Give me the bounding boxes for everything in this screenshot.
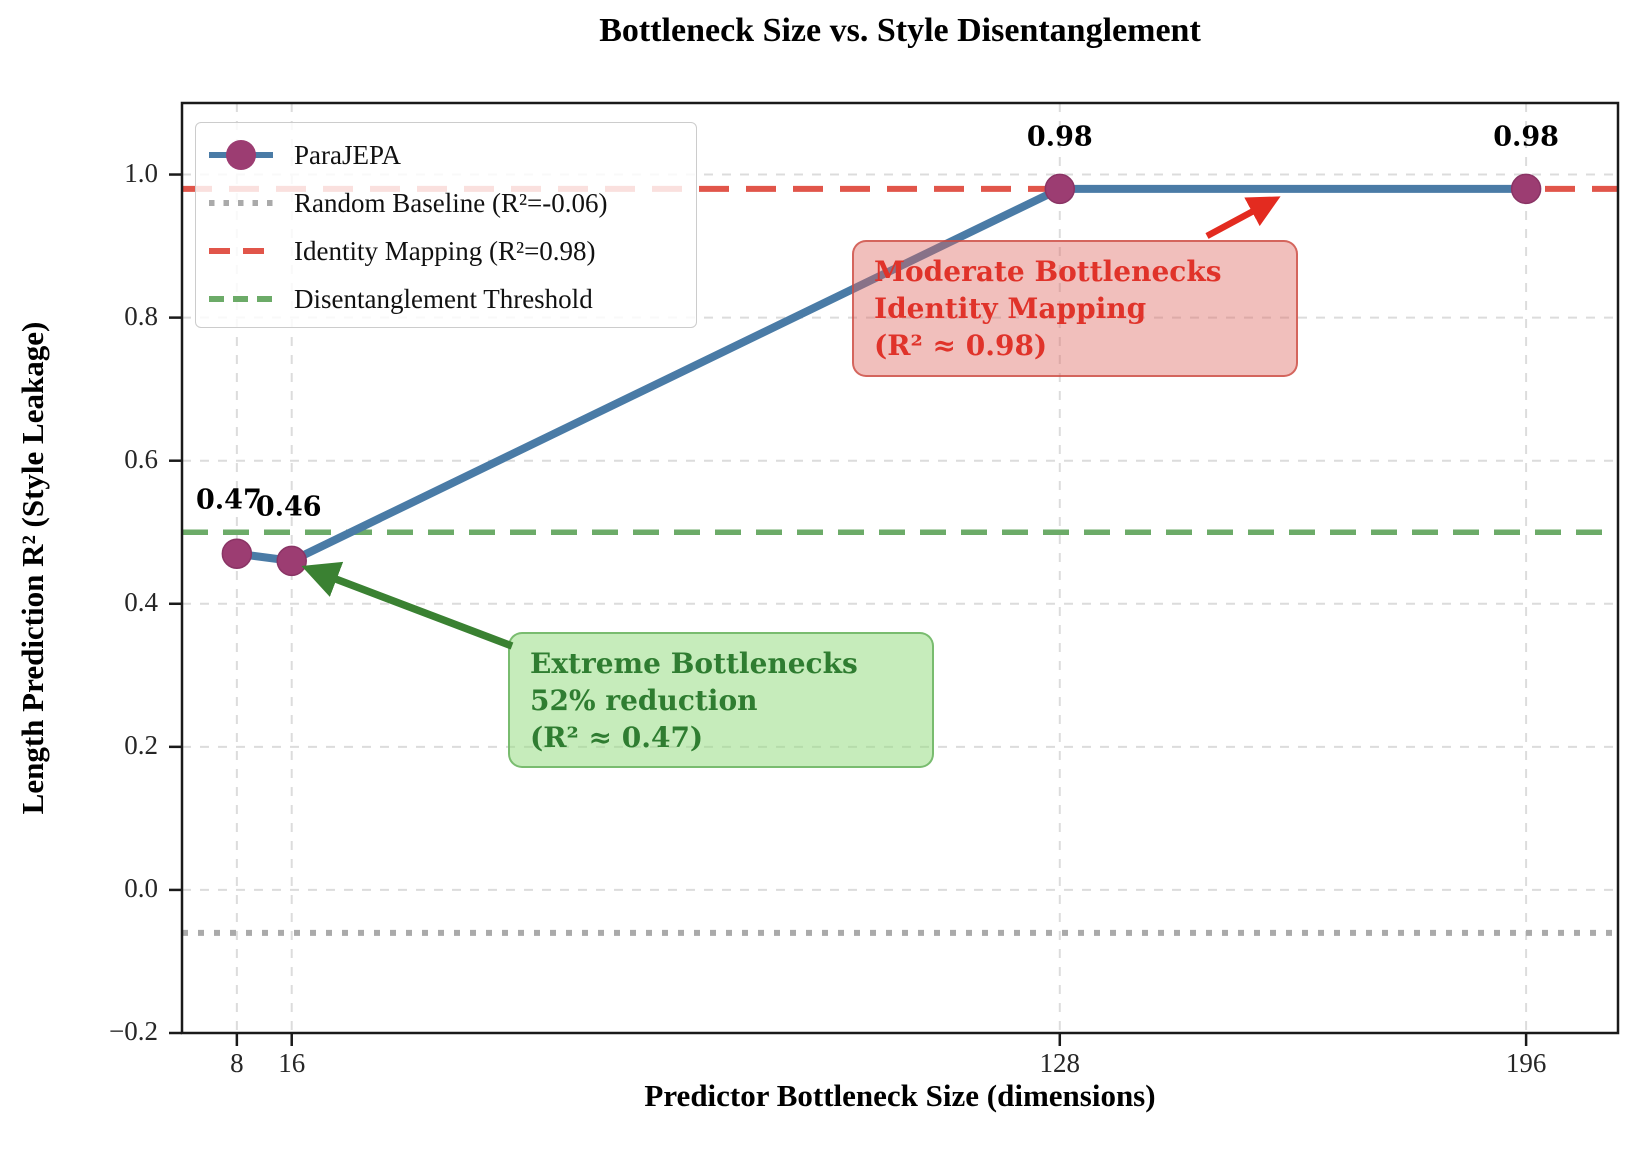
axes-spines	[180, 101, 1620, 1035]
legend-entry-threshold: Disentanglement Threshold	[206, 275, 696, 323]
legend-label: Identity Mapping (R²=0.98)	[294, 235, 596, 266]
legend-entry-parajepa: ParaJEPA	[206, 131, 696, 179]
annotation-line: Moderate Bottlenecks	[874, 255, 1222, 288]
y-tick-label: 0.0	[124, 872, 158, 903]
series-line-parajepa	[232, 184, 1531, 565]
y-tick-label: 0.4	[124, 586, 158, 617]
y-tick-label: 0.8	[124, 300, 158, 331]
annotation-moderate-bottlenecks: Moderate Bottlenecks Identity Mapping (R…	[852, 240, 1298, 377]
legend-handle-dashed-green-icon	[209, 296, 273, 302]
annotation-line: (R² ≈ 0.98)	[874, 328, 1048, 362]
data-point-marker	[1510, 173, 1542, 205]
legend-entry-identity-mapping: Identity Mapping (R²=0.98)	[206, 227, 696, 275]
data-point-label: 0.98	[1026, 121, 1093, 153]
data-point-label: 0.47	[195, 484, 262, 516]
data-point-label: 0.98	[1493, 121, 1559, 153]
data-point-marker	[221, 538, 253, 569]
annotation-line: 52% reduction	[530, 683, 758, 717]
legend-handle-dashed-red-icon	[209, 248, 273, 254]
x-tick-label: 128	[1039, 1048, 1081, 1078]
x-tick-label: 196	[1505, 1048, 1547, 1078]
legend-label: Random Baseline (R²=-0.06)	[294, 187, 608, 218]
data-point-label: 0.46	[255, 491, 322, 523]
annotation-line: Identity Mapping	[874, 291, 1147, 325]
legend-label: Disentanglement Threshold	[294, 283, 593, 314]
annotation-line: (R² ≈ 0.47)	[530, 720, 704, 754]
annotation-extreme-bottlenecks: Extreme Bottlenecks 52% reduction (R² ≈ …	[508, 632, 934, 768]
legend-handle-dotted-icon	[209, 200, 273, 206]
y-tick-label: 0.6	[124, 443, 158, 474]
chart-title: Bottleneck Size vs. Style Disentanglemen…	[599, 12, 1201, 49]
annotation-line: Extreme Bottlenecks	[530, 647, 858, 680]
legend: ParaJEPA Random Baseline (R²=-0.06) Iden…	[195, 122, 697, 328]
legend-handle-line-marker-icon	[209, 140, 273, 170]
legend-label: ParaJEPA	[294, 139, 402, 170]
x-tick-label: 16	[278, 1048, 306, 1078]
x-axis-label: Predictor Bottleneck Size (dimensions)	[644, 1078, 1156, 1113]
data-point-marker	[1044, 173, 1076, 205]
legend-entry-random-baseline: Random Baseline (R²=-0.06)	[206, 179, 696, 227]
x-tick-label: 8	[230, 1048, 244, 1078]
y-tick-label: 1.0	[124, 157, 158, 188]
y-tick-label: 0.2	[124, 729, 158, 760]
data-point-marker	[276, 545, 307, 577]
y-tick-label: −0.2	[109, 1016, 158, 1046]
